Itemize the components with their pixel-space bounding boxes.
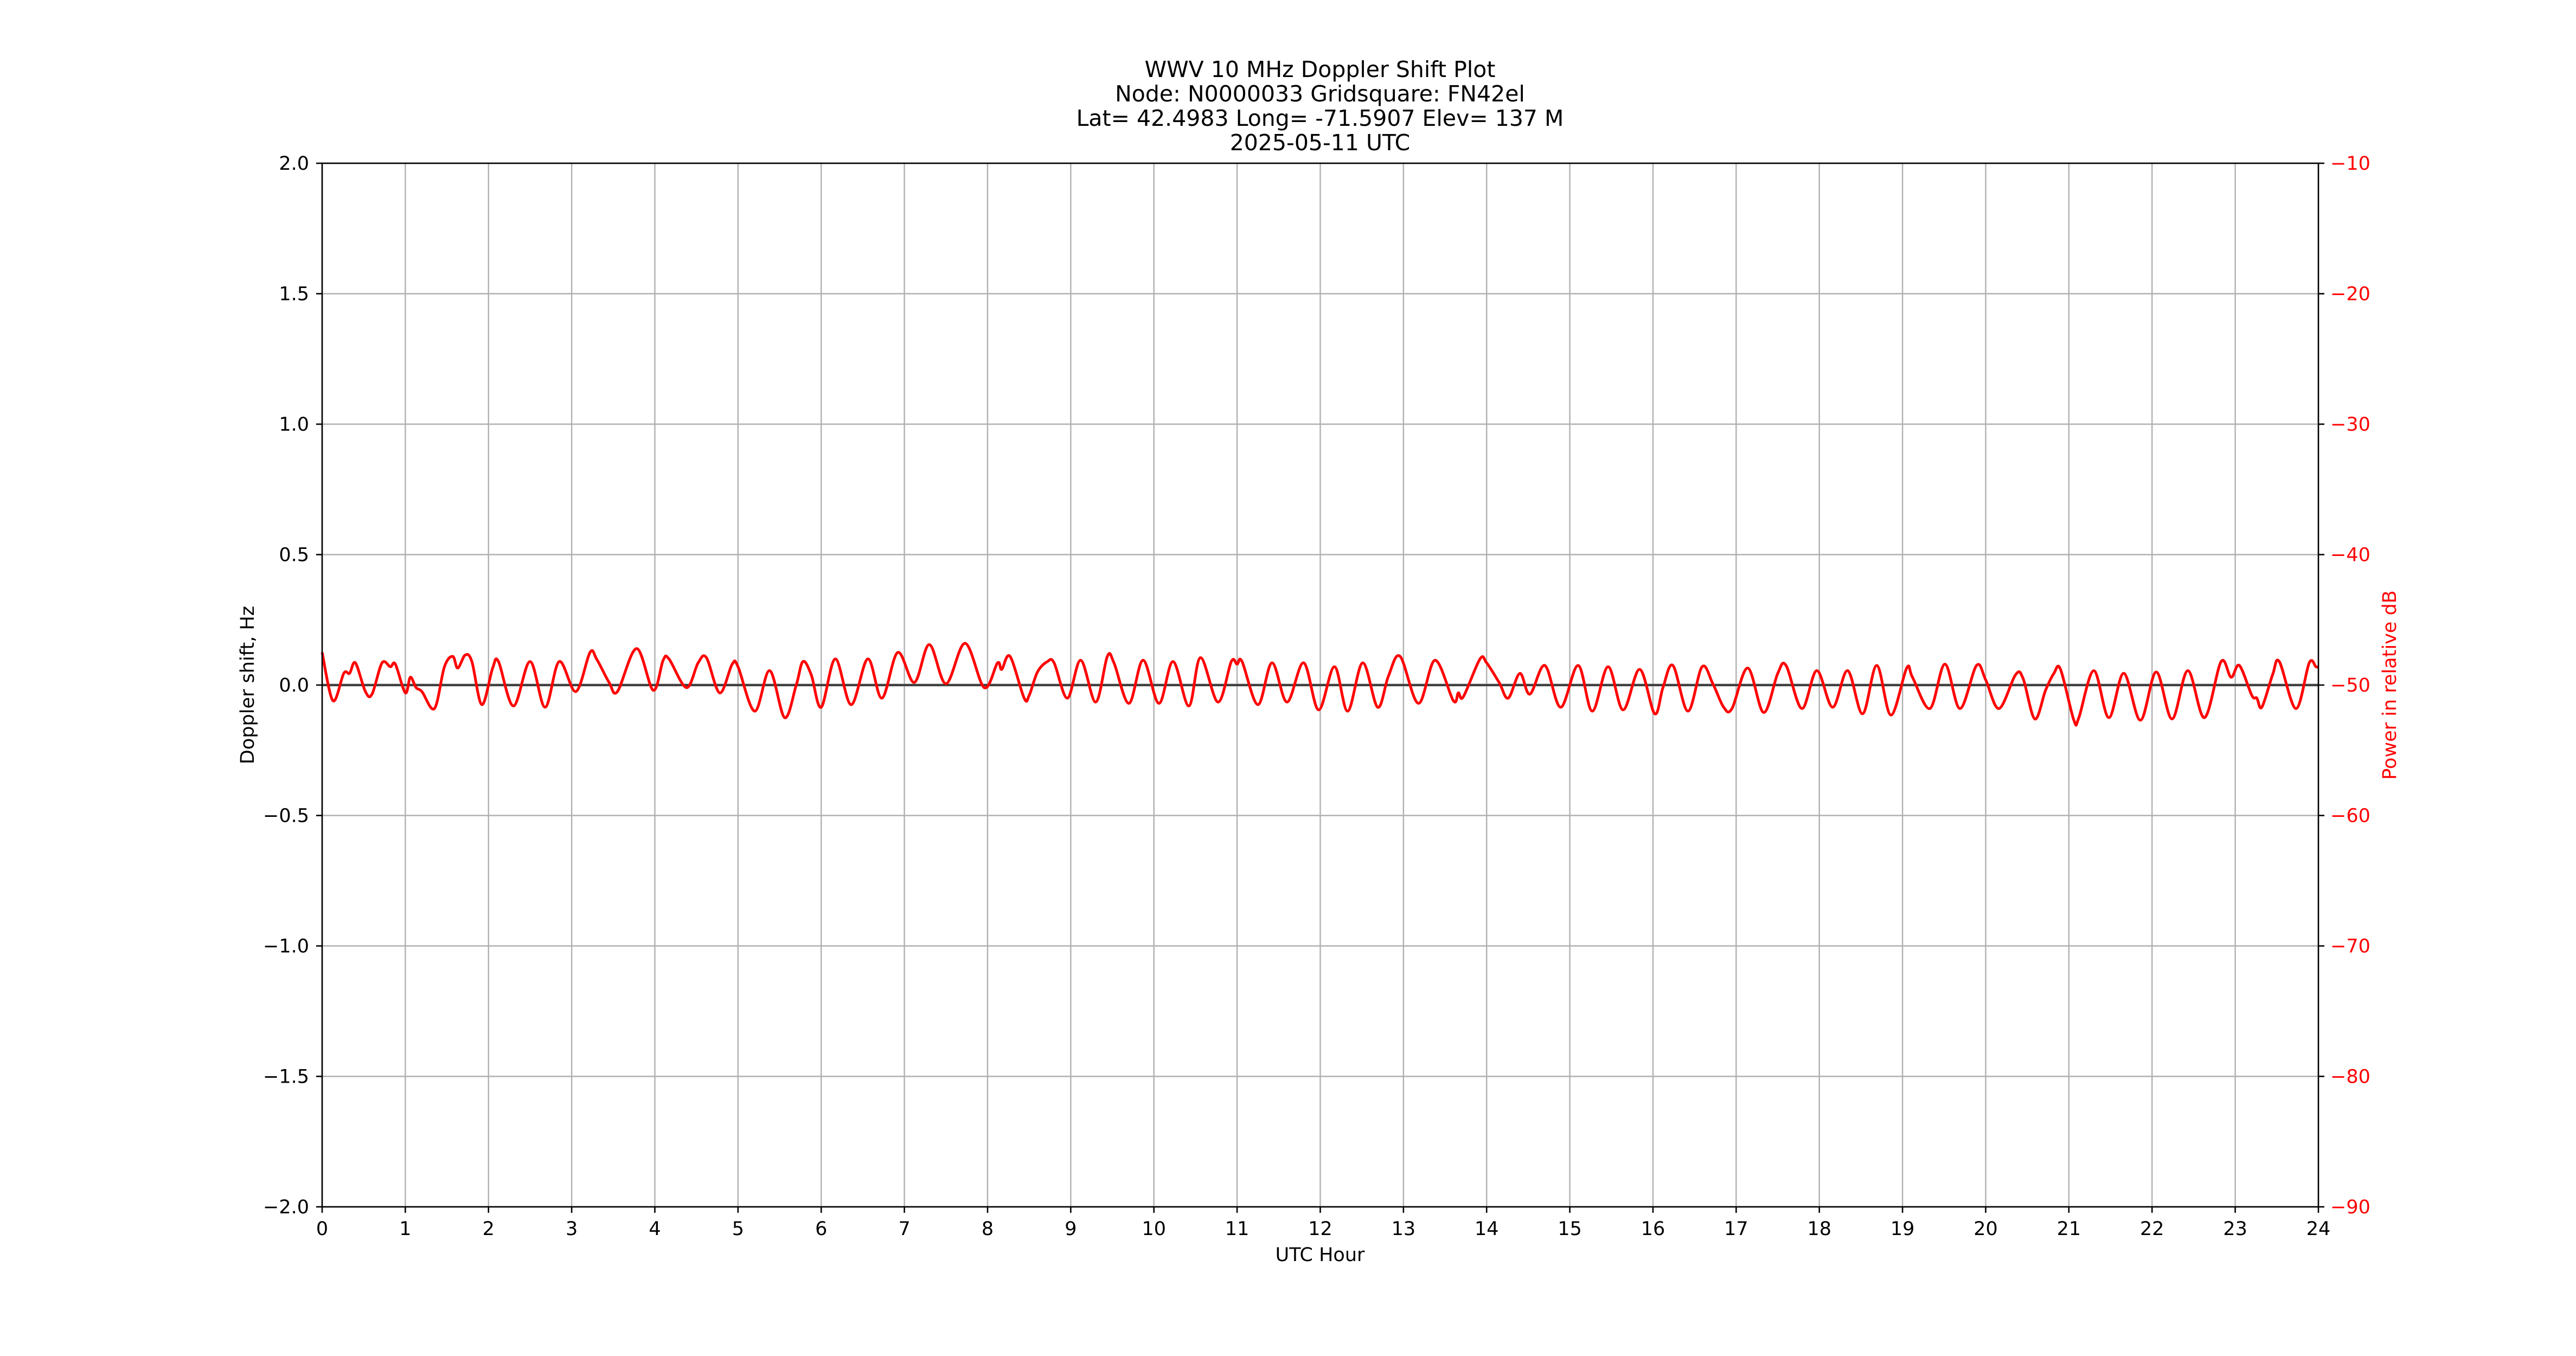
x-tick-label: 24 <box>2306 1218 2331 1240</box>
y-axis-right-ticks: −10 −20 −30 −40 −50 −60 −70 −80 −90 <box>2318 153 2370 1218</box>
x-tick-label: 6 <box>815 1218 827 1240</box>
y-tick-label: 0.5 <box>279 545 309 566</box>
figure-title: WWV 10 MHz Doppler Shift Plot Node: N000… <box>1076 56 1564 156</box>
y-tick-label: −1.5 <box>263 1066 309 1088</box>
x-tick-label: 10 <box>1142 1218 1166 1240</box>
x-tick-label: 5 <box>732 1218 744 1240</box>
x-tick-label: 23 <box>2223 1218 2247 1240</box>
x-tick-label: 21 <box>2057 1218 2081 1240</box>
y-right-tick-label: −30 <box>2330 414 2370 436</box>
x-tick-label: 9 <box>1065 1218 1076 1240</box>
title-line-location: Lat= 42.4983 Long= -71.5907 Elev= 137 M <box>1076 105 1564 131</box>
x-tick-label: 18 <box>1807 1218 1831 1240</box>
x-tick-label: 22 <box>2140 1218 2164 1240</box>
x-axis-label: UTC Hour <box>1276 1244 1365 1266</box>
x-tick-label: 17 <box>1724 1218 1748 1240</box>
x-tick-label: 12 <box>1308 1218 1332 1240</box>
x-tick-label: 11 <box>1225 1218 1249 1240</box>
y-right-tick-label: −70 <box>2330 936 2370 957</box>
y-right-tick-label: −80 <box>2330 1066 2370 1088</box>
y-axis-left-ticks: 2.0 1.5 1.0 0.5 0.0 −0.5 −1.0 −1.5 −2.0 <box>263 153 322 1218</box>
y-tick-label: −1.0 <box>263 936 309 957</box>
x-tick-label: 13 <box>1392 1218 1416 1240</box>
y-axis-right-label: Power in relative dB <box>2379 590 2401 779</box>
y-right-tick-label: −10 <box>2330 153 2370 175</box>
title-line-date: 2025-05-11 UTC <box>1230 130 1411 156</box>
y-tick-label: −0.5 <box>263 805 309 827</box>
y-right-tick-label: −50 <box>2330 675 2370 696</box>
x-tick-label: 7 <box>898 1218 910 1240</box>
y-tick-label: 2.0 <box>279 153 309 175</box>
y-right-tick-label: −90 <box>2330 1197 2370 1218</box>
title-line-1: WWV 10 MHz Doppler Shift Plot <box>1145 56 1496 82</box>
x-tick-label: 8 <box>982 1218 994 1240</box>
y-tick-label: 0.0 <box>279 675 309 696</box>
title-line-node-gridsquare: Node: N0000033 Gridsquare: FN42el <box>1115 81 1525 107</box>
y-tick-label: 1.0 <box>279 414 309 436</box>
x-tick-label: 15 <box>1558 1218 1582 1240</box>
y-right-tick-label: −60 <box>2330 805 2370 827</box>
power-trace <box>321 642 2319 727</box>
y-tick-label: 1.5 <box>279 284 309 305</box>
x-tick-label: 16 <box>1641 1218 1665 1240</box>
x-tick-label: 1 <box>399 1218 411 1240</box>
plot-series <box>321 642 2319 727</box>
x-tick-label: 3 <box>566 1218 578 1240</box>
x-tick-label: 20 <box>1973 1218 1998 1240</box>
x-tick-label: 14 <box>1475 1218 1499 1240</box>
y-right-tick-label: −40 <box>2330 545 2370 566</box>
x-tick-label: 19 <box>1891 1218 1915 1240</box>
x-axis-ticks: 0 1 2 3 4 5 6 7 8 9 10 11 12 13 14 15 16 17 18 19 20 21 22 23 24 <box>316 1207 2330 1240</box>
x-tick-label: 4 <box>649 1218 661 1240</box>
y-axis-left-label: Doppler shift, Hz <box>237 606 259 764</box>
x-tick-label: 2 <box>483 1218 495 1240</box>
y-right-tick-label: −20 <box>2330 284 2370 305</box>
y-tick-label: −2.0 <box>263 1197 309 1218</box>
x-tick-label: 0 <box>316 1218 328 1240</box>
